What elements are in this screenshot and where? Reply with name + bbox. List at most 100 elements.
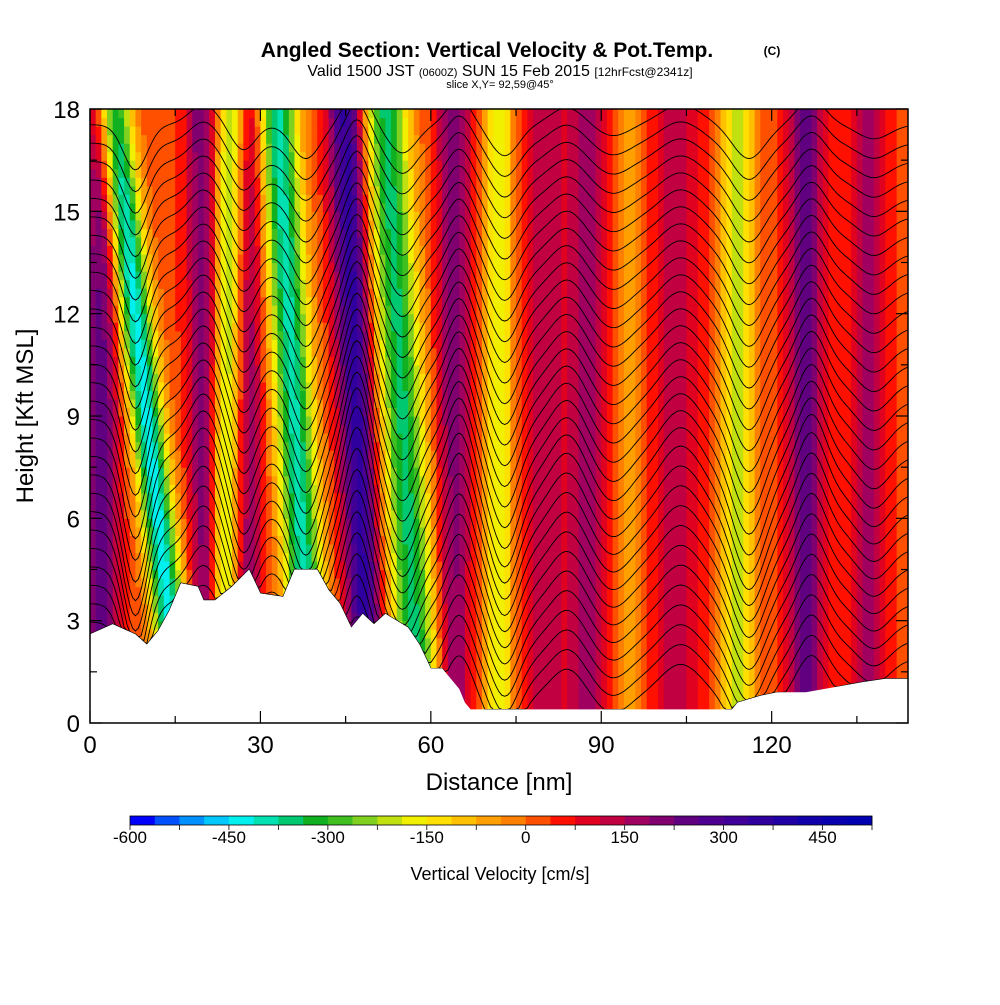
velocity-cell xyxy=(226,424,233,434)
velocity-cell xyxy=(317,330,324,340)
velocity-cell xyxy=(203,492,210,502)
velocity-cell xyxy=(470,262,477,272)
velocity-cell xyxy=(180,458,188,468)
velocity-cell xyxy=(107,168,114,178)
velocity-cell xyxy=(436,629,443,639)
velocity-cell xyxy=(197,586,205,596)
velocity-cell xyxy=(237,543,244,554)
velocity-cell xyxy=(254,526,262,536)
velocity-cell xyxy=(408,612,415,622)
velocity-cell xyxy=(464,612,472,622)
velocity-cell xyxy=(254,492,262,502)
velocity-cell xyxy=(453,646,460,656)
velocity-cell xyxy=(158,347,165,357)
velocity-cell xyxy=(476,637,483,647)
velocity-cell xyxy=(322,313,330,323)
velocity-cell xyxy=(425,416,432,426)
velocity-cell xyxy=(430,279,438,289)
velocity-cell xyxy=(294,279,301,289)
velocity-cell xyxy=(135,458,142,468)
velocity-cell xyxy=(169,501,176,511)
velocity-cell xyxy=(436,245,443,255)
velocity-cell xyxy=(305,450,313,460)
velocity-cell xyxy=(362,219,369,229)
velocity-cell xyxy=(413,441,421,451)
velocity-cell xyxy=(107,484,114,494)
velocity-cell xyxy=(396,296,404,306)
velocity-cell xyxy=(294,407,301,417)
velocity-cell xyxy=(459,288,466,298)
velocity-cell xyxy=(209,492,216,502)
velocity-cell xyxy=(112,373,119,383)
velocity-cell xyxy=(95,433,102,443)
velocity-cell xyxy=(442,646,449,656)
velocity-cell xyxy=(107,578,114,588)
velocity-cell xyxy=(311,526,318,536)
velocity-cell xyxy=(305,271,313,281)
velocity-cell xyxy=(209,134,216,144)
velocity-cell xyxy=(408,109,415,119)
velocity-cell xyxy=(220,552,227,562)
velocity-cell xyxy=(459,560,466,571)
velocity-cell xyxy=(266,134,273,144)
velocity-cell xyxy=(334,211,341,221)
velocity-cell xyxy=(158,194,165,204)
velocity-cell xyxy=(169,441,176,451)
velocity-cell xyxy=(163,501,171,511)
velocity-cell xyxy=(328,560,335,571)
velocity-cell xyxy=(203,279,210,289)
velocity-cell xyxy=(396,262,404,272)
velocity-cell xyxy=(425,322,432,332)
velocity-cell xyxy=(351,484,358,494)
velocity-cell xyxy=(379,330,386,340)
velocity-cell xyxy=(294,450,301,460)
velocity-cell xyxy=(385,339,392,349)
velocity-cell xyxy=(402,313,409,323)
velocity-cell xyxy=(288,194,296,204)
velocity-cell xyxy=(186,433,193,443)
velocity-cell xyxy=(209,518,216,528)
velocity-cell xyxy=(345,177,352,187)
velocity-cell xyxy=(288,373,296,383)
velocity-cell xyxy=(158,484,165,494)
velocity-cell xyxy=(288,202,296,212)
velocity-cell xyxy=(175,194,182,204)
velocity-cell xyxy=(311,151,318,161)
velocity-cell xyxy=(180,288,188,298)
velocity-cell xyxy=(419,126,426,136)
velocity-cell xyxy=(214,424,222,434)
velocity-cell xyxy=(254,467,262,477)
velocity-cell xyxy=(391,109,398,119)
velocity-cell xyxy=(254,569,262,579)
velocity-cell xyxy=(124,518,131,528)
velocity-cell xyxy=(175,373,182,383)
velocity-cell xyxy=(379,433,386,443)
velocity-cell xyxy=(305,219,313,229)
velocity-cell xyxy=(180,578,188,588)
velocity-cell xyxy=(311,424,318,434)
velocity-cell xyxy=(232,381,239,392)
velocity-cell xyxy=(146,177,154,187)
velocity-cell xyxy=(141,143,148,153)
velocity-cell xyxy=(300,433,307,443)
velocity-cell xyxy=(163,253,171,264)
velocity-cell xyxy=(163,347,171,357)
velocity-cell xyxy=(163,441,171,451)
velocity-cell xyxy=(220,313,227,323)
velocity-cell xyxy=(232,467,239,477)
velocity-cell xyxy=(186,509,193,519)
velocity-cell xyxy=(379,185,386,195)
velocity-cell xyxy=(470,134,477,144)
velocity-cell xyxy=(243,347,250,357)
velocity-cell xyxy=(124,296,131,306)
velocity-cell xyxy=(328,168,335,178)
velocity-cell xyxy=(283,526,290,536)
velocity-cell xyxy=(192,313,199,323)
velocity-cell xyxy=(334,535,341,545)
velocity-cell xyxy=(374,612,381,622)
velocity-cell xyxy=(328,518,335,528)
velocity-cell xyxy=(180,109,188,119)
velocity-cell xyxy=(413,569,421,579)
velocity-cell xyxy=(232,484,239,494)
velocity-cell xyxy=(141,288,148,298)
